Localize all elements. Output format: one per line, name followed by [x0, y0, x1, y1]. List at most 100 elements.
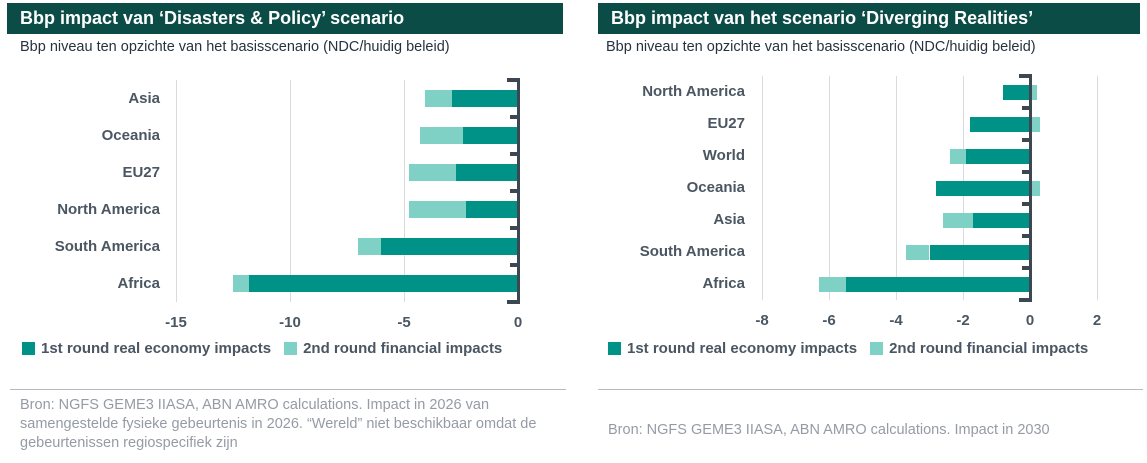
category-label: North America: [642, 83, 745, 100]
bar-segment: [1030, 116, 1041, 132]
x-tick-label: -6: [822, 312, 836, 329]
bar-segment: [381, 238, 518, 255]
chart-title: Bbp impact van ‘Disasters & Policy’ scen…: [20, 8, 405, 28]
chart-legend: 1st round real economy impacts 2nd round…: [608, 340, 1088, 357]
chart-title-bar: Bbp impact van het scenario ‘Diverging R…: [598, 3, 1140, 34]
bar-segment: [419, 127, 464, 144]
chart-title: Bbp impact van het scenario ‘Diverging R…: [611, 8, 1034, 28]
axis-tick: [1022, 202, 1030, 206]
x-tick-label: 2: [1092, 312, 1102, 329]
bar-segment: [1030, 180, 1041, 196]
category-label: Oceania: [101, 126, 160, 144]
bar-segment: [463, 127, 518, 144]
bar-segment: [358, 238, 382, 255]
zero-axis: [1028, 74, 1032, 302]
category-label: Asia: [713, 211, 745, 228]
bar-segment: [936, 180, 1030, 196]
category-label: South America: [54, 237, 160, 255]
axis-tick: [510, 226, 518, 230]
x-tick-label: 0: [1025, 312, 1035, 329]
panel-disasters-policy: Bbp impact van ‘Disasters & Policy’ scen…: [7, 0, 566, 463]
bar-segment: [1003, 84, 1030, 100]
axis-tick: [1022, 234, 1030, 238]
legend-swatch-first-round-icon: [608, 342, 621, 355]
axis-tick: [1022, 170, 1030, 174]
bar-segment: [408, 164, 457, 181]
bar-segment: [248, 275, 518, 292]
bar-chart-disasters-policy: -15 -10 -5 0 Asia Oceania EU27 North America Sou…: [7, 0, 565, 463]
bar-segment: [424, 90, 452, 107]
bar-segment: [973, 212, 1030, 228]
category-label: South America: [639, 243, 745, 260]
gridline: [289, 80, 291, 302]
x-tick-label: -4: [889, 312, 903, 329]
zero-axis: [516, 78, 520, 304]
bar-segment: [818, 276, 846, 292]
source-note: Bron: NGFS GEME3 IIASA, ABN AMRO calcula…: [608, 422, 1050, 438]
x-tick-label: -15: [165, 314, 187, 331]
legend-label-first-round: 1st round real economy impacts: [627, 340, 858, 357]
category-label: EU27: [122, 163, 160, 181]
chart-title-bar: Bbp impact van ‘Disasters & Policy’ scen…: [7, 3, 563, 34]
axis-tick: [507, 300, 518, 304]
divider: [10, 389, 566, 390]
legend-label-second-round: 2nd round financial impacts: [889, 340, 1089, 357]
bar-segment: [233, 275, 249, 292]
bar-segment: [929, 244, 1030, 260]
category-label: Asia: [128, 89, 160, 107]
axis-tick: [510, 115, 518, 119]
bar-segment: [1030, 84, 1037, 100]
axis-tick: [1019, 298, 1030, 302]
chart-subtitle: Bbp niveau ten opzichte van het basissce…: [606, 39, 1036, 55]
category-label: North America: [57, 200, 160, 218]
category-label: EU27: [707, 115, 745, 132]
bar-segment: [465, 201, 518, 218]
bar-segment: [451, 90, 518, 107]
category-label: World: [702, 147, 745, 164]
gridline: [761, 76, 763, 300]
gridline: [1096, 76, 1098, 300]
chart-subtitle: Bbp niveau ten opzichte van het basissce…: [20, 39, 450, 55]
legend-item-first-round: 1st round real economy impacts: [608, 340, 857, 357]
category-label: Africa: [702, 275, 745, 292]
chart-legend: 1st round real economy impacts 2nd round…: [22, 340, 502, 357]
axis-tick: [507, 78, 518, 82]
x-tick-label: -8: [755, 312, 769, 329]
axis-tick: [510, 152, 518, 156]
divider: [598, 389, 1143, 390]
axis-tick: [510, 263, 518, 267]
legend-item-second-round: 2nd round financial impacts: [284, 340, 502, 357]
legend-item-first-round: 1st round real economy impacts: [22, 340, 271, 357]
axis-tick: [1019, 74, 1030, 78]
legend-swatch-second-round-icon: [870, 342, 884, 355]
source-note: Bron: NGFS GEME3 IIASA, ABN AMRO calcula…: [20, 397, 537, 451]
bar-segment: [845, 276, 1030, 292]
bar-segment: [966, 148, 1030, 164]
gridline: [895, 76, 897, 300]
gridline: [403, 80, 405, 302]
gridline: [828, 76, 830, 300]
axis-tick: [510, 189, 518, 193]
legend-label-first-round: 1st round real economy impacts: [41, 340, 272, 357]
category-label: Oceania: [686, 179, 745, 196]
bar-chart-diverging-realities: -8 -6 -4 -2 0 2 North America EU27 World Oceania A…: [598, 0, 1147, 463]
bar-segment: [408, 201, 466, 218]
legend-swatch-second-round-icon: [284, 342, 298, 355]
gridline: [175, 80, 177, 302]
bar-segment: [906, 244, 930, 260]
x-tick-label: -2: [956, 312, 970, 329]
x-tick-label: -10: [279, 314, 301, 331]
x-tick-label: -5: [397, 314, 411, 331]
axis-tick: [1022, 106, 1030, 110]
legend-item-second-round: 2nd round financial impacts: [870, 340, 1088, 357]
x-tick-label: 0: [513, 314, 523, 331]
axis-tick: [1022, 266, 1030, 270]
bar-segment: [456, 164, 518, 181]
legend-label-second-round: 2nd round financial impacts: [303, 340, 503, 357]
bar-segment: [942, 212, 974, 228]
panel-diverging-realities: Bbp impact van het scenario ‘Diverging R…: [598, 0, 1147, 463]
bar-segment: [969, 116, 1030, 132]
category-label: Africa: [117, 274, 160, 292]
bar-segment: [949, 148, 967, 164]
legend-swatch-first-round-icon: [22, 342, 35, 355]
